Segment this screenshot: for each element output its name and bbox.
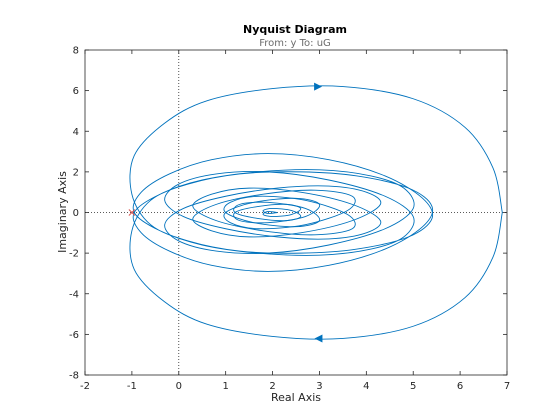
x-tick-label: 7	[504, 381, 510, 392]
y-tick-label: 0	[73, 208, 79, 219]
y-tick-label: -6	[69, 330, 79, 341]
x-tick-label: -1	[127, 381, 137, 392]
x-tick-label: 1	[222, 381, 228, 392]
y-tick-label: 2	[73, 167, 79, 178]
x-tick-label: 0	[176, 381, 182, 392]
nyquist-curve-positive-frequency	[129, 85, 503, 256]
x-tick-label: 3	[316, 381, 322, 392]
y-tick-label: -2	[69, 249, 79, 260]
y-tick-label: 8	[73, 46, 79, 57]
y-tick-label: 4	[73, 127, 79, 138]
x-tick-label: -2	[80, 381, 90, 392]
y-tick-label: 6	[73, 86, 79, 97]
chart-title: Nyquist Diagram	[243, 23, 347, 36]
y-tick-label: -4	[69, 289, 79, 300]
x-tick-label: 4	[363, 381, 369, 392]
direction-arrow-lower	[314, 334, 323, 343]
y-tick-label: -8	[69, 371, 79, 382]
x-tick-label: 6	[457, 381, 463, 392]
direction-arrow-upper	[314, 82, 323, 91]
x-tick-label: 5	[410, 381, 416, 392]
y-axis-label: Imaginary Axis	[56, 171, 69, 253]
chart-subtitle: From: y To: uG	[259, 38, 331, 49]
x-axis-label: Real Axis	[271, 391, 321, 404]
critical-point-marker-b	[128, 209, 136, 216]
nyquist-curve-negative-frequency	[129, 169, 503, 340]
x-tick-label: 2	[269, 381, 275, 392]
